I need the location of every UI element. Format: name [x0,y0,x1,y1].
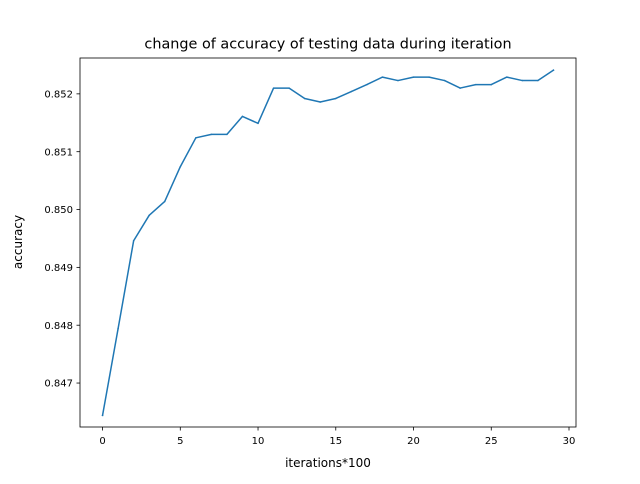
x-tick-label: 25 [485,436,498,447]
x-tick-label: 0 [99,436,105,447]
y-tick-label: 0.851 [44,147,73,158]
data-point [366,83,368,86]
data-point [210,133,213,136]
data-point [443,79,446,82]
ticks: 0 5 10 15 20 25 30 0.847 0.848 0.849 0.850 0.851 0.8… [44,89,575,447]
data-point [288,87,290,89]
data-point [101,414,104,417]
data-point [459,87,461,89]
series-line [101,69,555,417]
data-point [537,79,539,82]
data-point [490,83,493,86]
x-tick-label: 5 [177,436,183,447]
data-point [241,115,244,118]
x-axis-label: iterations*100 [285,456,371,470]
data-point [381,76,384,78]
data-point [397,79,399,82]
data-point [303,97,306,100]
data-point [552,69,555,71]
data-point [474,83,477,86]
x-tick-label: 15 [329,436,342,447]
data-point [132,240,135,242]
plot-area [101,69,555,417]
data-point [272,87,275,89]
y-tick-label: 0.847 [44,379,73,390]
data-point [319,101,321,103]
axes-frame [79,57,577,428]
chart-title: change of accuracy of testing data durin… [144,37,511,53]
data-point [195,137,197,139]
data-point [335,97,337,100]
data-point [179,165,182,168]
y-tick-label: 0.850 [44,205,73,216]
data-point [148,214,150,217]
y-axis-label: accuracy [11,215,25,269]
data-point [521,79,524,82]
y-tick-label: 0.848 [44,321,73,332]
data-point [257,122,259,125]
data-point [226,133,228,136]
y-tick-label: 0.849 [44,263,73,274]
x-tick-label: 20 [407,436,420,447]
data-point [117,327,119,330]
data-point [428,76,430,78]
data-point [412,76,415,78]
y-tick-label: 0.852 [44,89,73,100]
data-point [163,200,166,203]
data-point [506,76,508,78]
axes [79,57,577,428]
data-point [350,90,353,93]
x-tick-label: 30 [563,436,576,447]
x-tick-label: 10 [252,436,265,447]
